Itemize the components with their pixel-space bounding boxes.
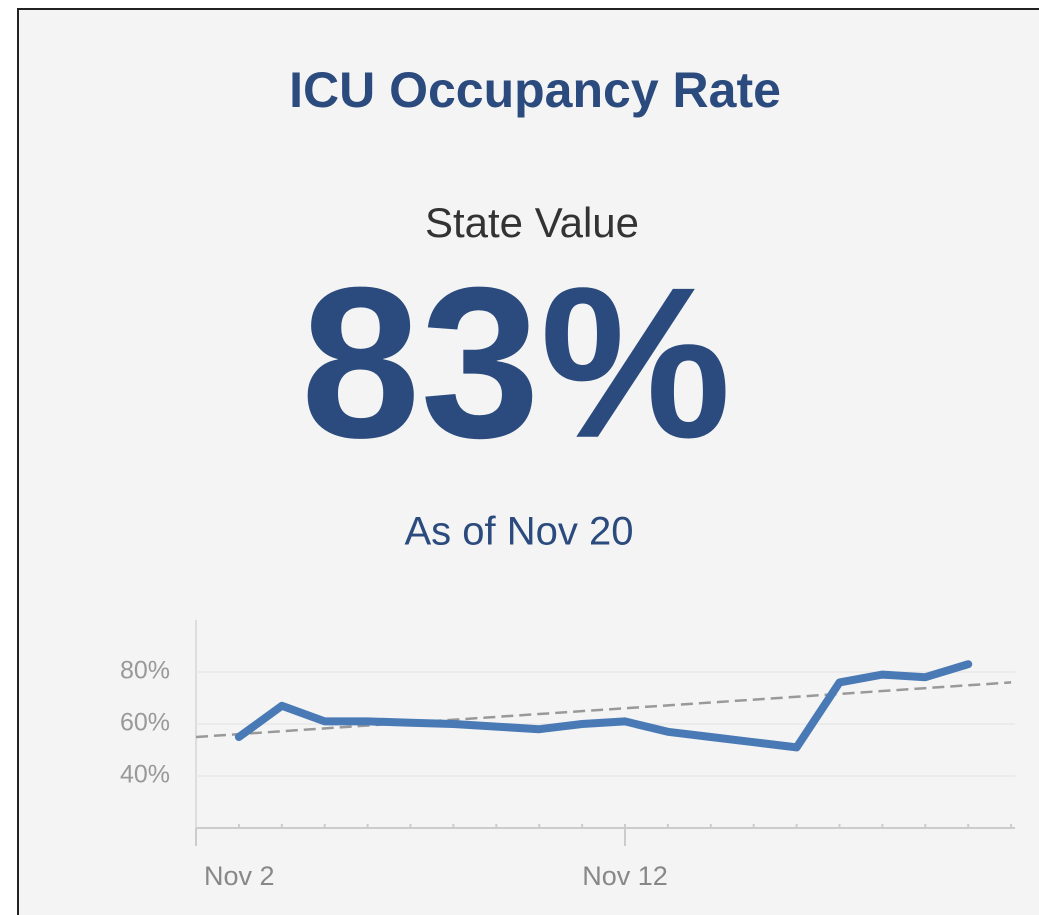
x-tick-label: Nov 12 (582, 861, 668, 891)
y-tick-label: 40% (120, 761, 170, 789)
as-of: As of Nov 20 (404, 510, 633, 554)
card-title: ICU Occupancy Rate (289, 62, 781, 118)
trend-line (195, 681, 1012, 739)
card-frame (17, 8, 1039, 915)
data-line (234, 660, 973, 752)
y-tick-label: 60% (120, 709, 170, 737)
state-value: 83% (301, 242, 731, 483)
y-tick-label: 80% (120, 657, 170, 685)
x-tick-label: Nov 2 (204, 861, 275, 891)
subtitle: State Value (425, 199, 639, 246)
